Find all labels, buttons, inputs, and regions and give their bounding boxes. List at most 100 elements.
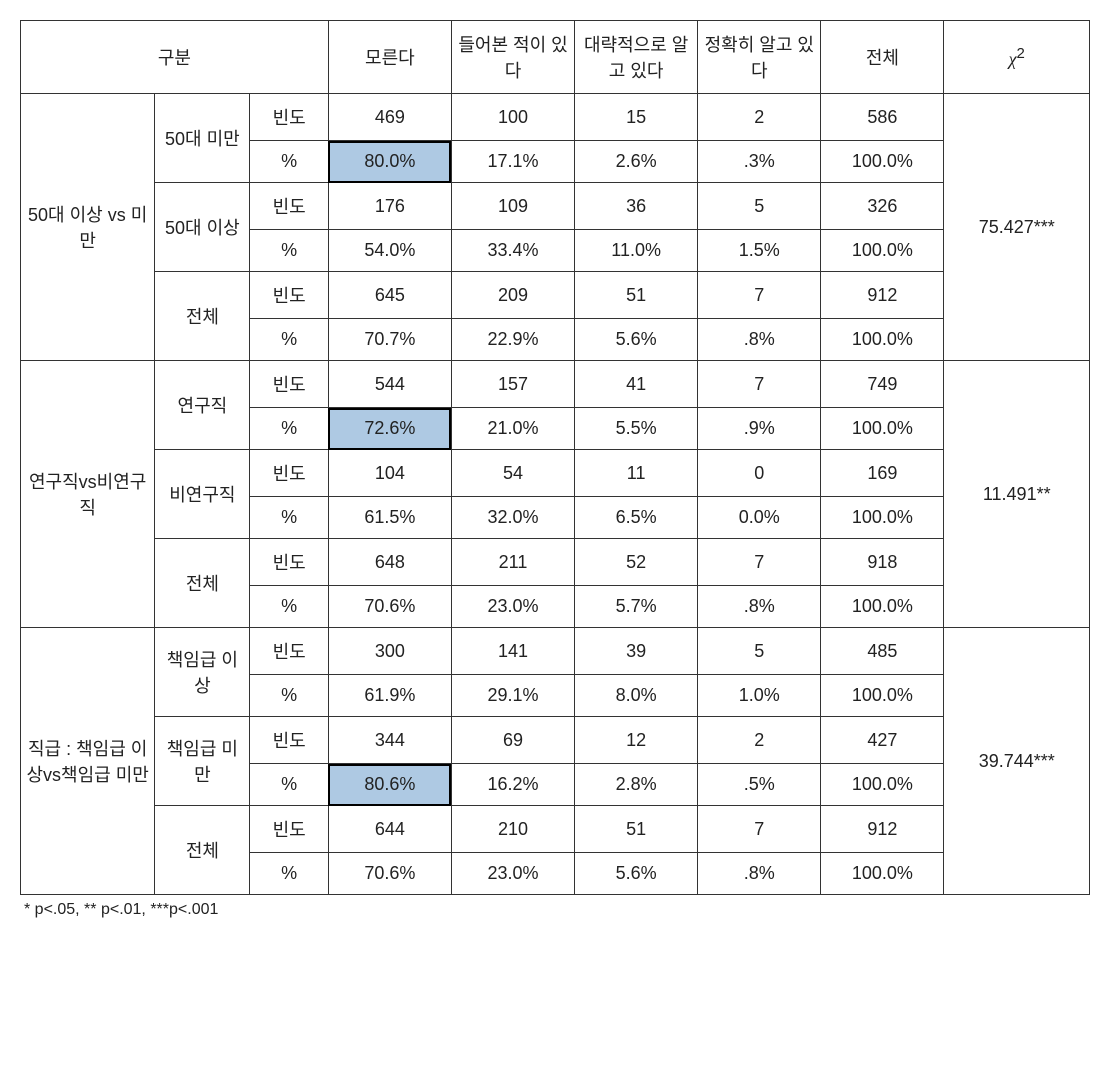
significance-footnote: * p<.05, ** p<.01, ***p<.001 — [20, 901, 1092, 919]
pct-cell: 33.4% — [451, 230, 574, 272]
freq-cell: 648 — [328, 539, 451, 586]
pct-cell: 100.0% — [821, 764, 944, 806]
pct-cell: 5.6% — [575, 853, 698, 895]
pct-cell: 100.0% — [821, 853, 944, 895]
metric-label-freq: 빈도 — [250, 272, 328, 319]
pct-cell: 80.6% — [328, 764, 451, 806]
pct-cell: 22.9% — [451, 319, 574, 361]
pct-cell: 61.5% — [328, 497, 451, 539]
pct-cell: 16.2% — [451, 764, 574, 806]
pct-cell: 2.8% — [575, 764, 698, 806]
freq-cell: 104 — [328, 450, 451, 497]
header-col2: 들어본 적이 있다 — [451, 21, 574, 94]
freq-cell: 36 — [575, 183, 698, 230]
pct-cell: 23.0% — [451, 853, 574, 895]
chi-squared-value: 11.491** — [944, 361, 1090, 628]
freq-cell: 300 — [328, 628, 451, 675]
pct-cell: .5% — [698, 764, 821, 806]
freq-cell: 141 — [451, 628, 574, 675]
pct-cell: 100.0% — [821, 319, 944, 361]
freq-cell: 15 — [575, 94, 698, 141]
freq-cell: 41 — [575, 361, 698, 408]
metric-label-pct: % — [250, 230, 328, 272]
pct-cell: 70.6% — [328, 586, 451, 628]
metric-label-pct: % — [250, 853, 328, 895]
freq-cell: 912 — [821, 806, 944, 853]
pct-cell: 2.6% — [575, 141, 698, 183]
metric-label-freq: 빈도 — [250, 361, 328, 408]
chi-squared-value: 75.427*** — [944, 94, 1090, 361]
metric-label-freq: 빈도 — [250, 539, 328, 586]
pct-cell: 80.0% — [328, 141, 451, 183]
pct-cell: 54.0% — [328, 230, 451, 272]
freq-cell: 326 — [821, 183, 944, 230]
freq-cell: 344 — [328, 717, 451, 764]
metric-label-pct: % — [250, 586, 328, 628]
group-label: 직급 : 책임급 이상vs책임급 미만 — [21, 628, 155, 895]
subgroup-label: 전체 — [155, 272, 250, 361]
header-col3: 대략적으로 알고 있다 — [575, 21, 698, 94]
pct-cell: 1.0% — [698, 675, 821, 717]
freq-cell: 5 — [698, 183, 821, 230]
pct-cell: 100.0% — [821, 675, 944, 717]
group-label: 연구직vs비연구직 — [21, 361, 155, 628]
freq-cell: 0 — [698, 450, 821, 497]
freq-cell: 2 — [698, 94, 821, 141]
freq-cell: 109 — [451, 183, 574, 230]
subgroup-label: 50대 미만 — [155, 94, 250, 183]
freq-cell: 7 — [698, 539, 821, 586]
pct-cell: .8% — [698, 586, 821, 628]
header-chi-squared: χ2 — [944, 21, 1090, 94]
freq-cell: 211 — [451, 539, 574, 586]
freq-cell: 645 — [328, 272, 451, 319]
freq-cell: 544 — [328, 361, 451, 408]
pct-cell: 100.0% — [821, 408, 944, 450]
subgroup-label: 전체 — [155, 806, 250, 895]
freq-cell: 51 — [575, 272, 698, 319]
subgroup-label: 전체 — [155, 539, 250, 628]
metric-label-pct: % — [250, 764, 328, 806]
metric-label-freq: 빈도 — [250, 717, 328, 764]
pct-cell: .9% — [698, 408, 821, 450]
group-label: 50대 이상 vs 미만 — [21, 94, 155, 361]
freq-cell: 5 — [698, 628, 821, 675]
header-col5: 전체 — [821, 21, 944, 94]
freq-cell: 209 — [451, 272, 574, 319]
freq-cell: 912 — [821, 272, 944, 319]
freq-cell: 749 — [821, 361, 944, 408]
freq-cell: 176 — [328, 183, 451, 230]
pct-cell: 5.5% — [575, 408, 698, 450]
freq-cell: 586 — [821, 94, 944, 141]
metric-label-pct: % — [250, 141, 328, 183]
freq-cell: 12 — [575, 717, 698, 764]
metric-label-freq: 빈도 — [250, 183, 328, 230]
pct-cell: 5.7% — [575, 586, 698, 628]
pct-cell: 21.0% — [451, 408, 574, 450]
header-col1: 모른다 — [328, 21, 451, 94]
freq-cell: 469 — [328, 94, 451, 141]
freq-cell: 210 — [451, 806, 574, 853]
header-col4: 정확히 알고 있다 — [698, 21, 821, 94]
freq-cell: 427 — [821, 717, 944, 764]
metric-label-pct: % — [250, 408, 328, 450]
metric-label-pct: % — [250, 319, 328, 361]
pct-cell: 17.1% — [451, 141, 574, 183]
subgroup-label: 책임급 이상 — [155, 628, 250, 717]
metric-label-pct: % — [250, 497, 328, 539]
metric-label-freq: 빈도 — [250, 628, 328, 675]
subgroup-label: 책임급 미만 — [155, 717, 250, 806]
pct-cell: 8.0% — [575, 675, 698, 717]
subgroup-label: 비연구직 — [155, 450, 250, 539]
freq-cell: 11 — [575, 450, 698, 497]
pct-cell: 70.6% — [328, 853, 451, 895]
pct-cell: .8% — [698, 853, 821, 895]
metric-label-freq: 빈도 — [250, 94, 328, 141]
freq-cell: 169 — [821, 450, 944, 497]
chi-squared-value: 39.744*** — [944, 628, 1090, 895]
freq-cell: 918 — [821, 539, 944, 586]
freq-cell: 52 — [575, 539, 698, 586]
crosstab-table: 구분모른다들어본 적이 있다대략적으로 알고 있다정확히 알고 있다전체χ250… — [20, 20, 1090, 895]
pct-cell: 100.0% — [821, 141, 944, 183]
pct-cell: 61.9% — [328, 675, 451, 717]
pct-cell: 6.5% — [575, 497, 698, 539]
